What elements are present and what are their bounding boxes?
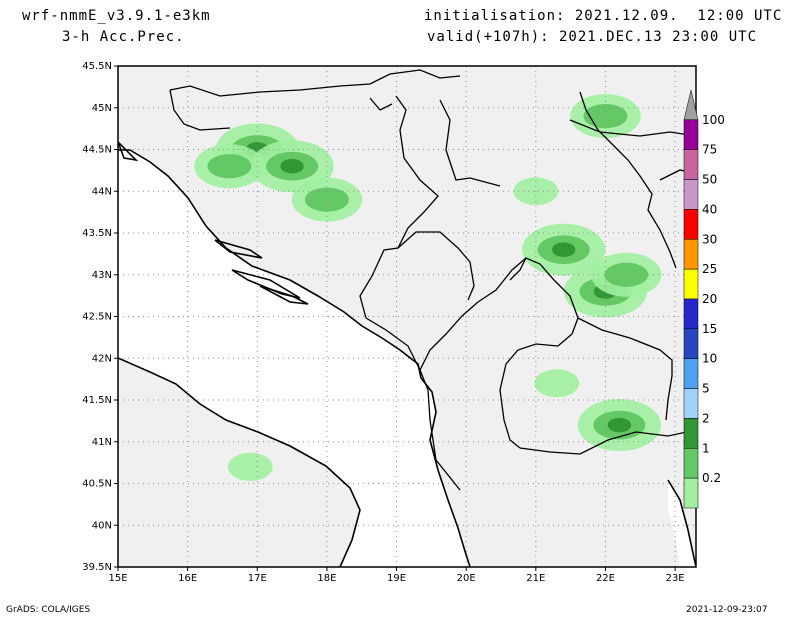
lat-tick-label: 40.5N	[82, 479, 112, 490]
precip-max	[280, 158, 304, 174]
lat-tick-label: 43.5N	[82, 228, 112, 239]
lat-tick-label: 41N	[92, 437, 112, 448]
precip-core	[207, 154, 252, 179]
colorbar-bin	[683, 418, 699, 449]
lat-tick-label: 44.5N	[82, 145, 112, 156]
colorbar-bin	[683, 477, 699, 509]
colorbar-label: 40	[702, 202, 717, 216]
colorbar-bin	[683, 298, 699, 330]
colorbar-label: 0.2	[702, 471, 721, 485]
colorbar-label: 10	[702, 352, 717, 366]
colorbar-label: 30	[702, 232, 717, 246]
colorbar-bin	[683, 119, 699, 150]
colorbar-bin	[683, 239, 699, 270]
colorbar-label: 50	[702, 173, 717, 187]
colorbar-label: 20	[702, 292, 717, 306]
lon-tick-label: 18E	[317, 573, 336, 584]
colorbar-label: 100	[702, 113, 725, 127]
lat-tick-label: 45N	[92, 103, 112, 114]
lat-tick-label: 42.5N	[82, 312, 112, 323]
coastlines	[118, 141, 696, 567]
precip-core	[604, 262, 649, 287]
grid-lines	[118, 66, 696, 567]
colorbar-bin	[683, 328, 699, 359]
lat-tick-label: 44N	[92, 186, 112, 197]
precip-area	[534, 369, 580, 398]
lat-tick-label: 40N	[92, 520, 112, 531]
lon-tick-label: 16E	[178, 573, 197, 584]
lon-tick-label: 23E	[666, 573, 685, 584]
lat-tick-label: 39.5N	[82, 562, 112, 573]
lon-tick-label: 17E	[248, 573, 267, 584]
footer-timestamp: 2021-12-09-23:07	[686, 605, 768, 615]
lon-tick-label: 21E	[526, 573, 545, 584]
footer-credit: GrADS: COLA/IGES	[6, 605, 91, 615]
colorbar-bin	[683, 448, 699, 479]
colorbar-label: 5	[702, 382, 710, 396]
colorbar-bin	[683, 149, 699, 180]
precip-area	[227, 452, 273, 481]
lat-tick-label: 43N	[92, 270, 112, 281]
colorbar-label: 1	[702, 441, 710, 455]
precip-max	[607, 417, 632, 433]
lon-tick-label: 15E	[108, 573, 127, 584]
lat-tick-label: 42N	[92, 353, 112, 364]
colorbar-bin	[683, 388, 699, 419]
model-label: wrf-nmmE_v3.9.1-e3km	[22, 8, 211, 24]
lon-tick-label: 20E	[457, 573, 476, 584]
lon-tick-label: 19E	[387, 573, 406, 584]
precip-core	[304, 187, 349, 212]
colorbar-label: 75	[702, 143, 717, 157]
colorbar-bin	[683, 179, 699, 210]
axis-ticks: 15E 16E 17E 18E 19E 20E 21E 22E 23E 45.5N 45N 44.5N…	[82, 61, 684, 584]
valid-label: valid(+107h): 2021.DEC.13 23:00 UTC	[427, 29, 758, 45]
init-label: initialisation: 2021.12.09. 12:00 UTC	[424, 8, 783, 24]
lat-tick-label: 41.5N	[82, 395, 112, 406]
lat-tick-label: 45.5N	[82, 61, 112, 72]
colorbar-bin	[683, 268, 699, 300]
colorbar-bin	[683, 358, 699, 389]
lon-tick-label: 22E	[596, 573, 615, 584]
precip-max	[551, 242, 576, 257]
country-borders	[169, 69, 696, 491]
colorbar-label: 2	[702, 411, 710, 425]
colorbar-label: 25	[702, 262, 717, 276]
colorbar-label: 15	[702, 322, 717, 336]
colorbar-bin	[683, 209, 699, 240]
field-label: 3-h Acc.Prec.	[62, 29, 185, 45]
